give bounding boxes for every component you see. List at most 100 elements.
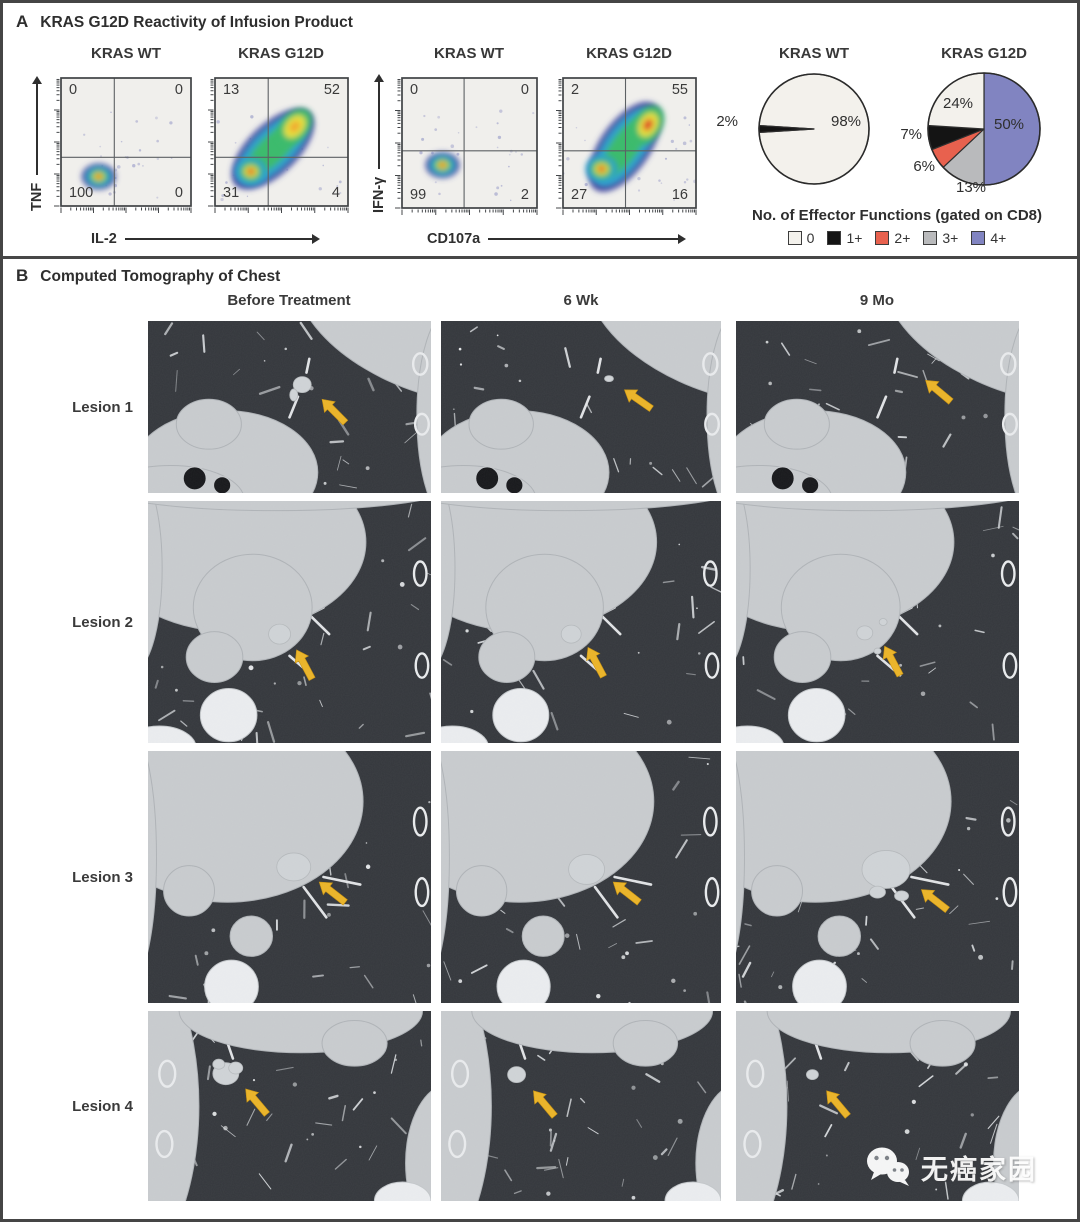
y-axis-label: TNF xyxy=(29,182,45,211)
pie-2-slice-label: 24% xyxy=(942,95,974,112)
panel-a-title: KRAS G12D Reactivity of Infusion Product xyxy=(40,14,353,31)
flow-plot-3 xyxy=(395,77,538,215)
quadrant-value: 55 xyxy=(671,82,688,98)
quadrant-value: 27 xyxy=(571,186,588,203)
legend-label: 0 xyxy=(806,230,815,246)
legend-label: 1+ xyxy=(846,230,863,246)
legend-swatch xyxy=(875,231,890,245)
y-axis-label: IFN-γ xyxy=(371,176,387,213)
row-label-lesion-2: Lesion 2 xyxy=(72,614,133,631)
column-header-9mo: 9 Mo xyxy=(859,292,895,309)
quadrant-value: 52 xyxy=(323,82,340,98)
axis-arrow xyxy=(488,234,686,244)
flow-plot-1 xyxy=(54,77,192,213)
pie-2-header: KRAS G12D xyxy=(941,45,1027,62)
pie-1-header: KRAS WT xyxy=(779,45,849,62)
axis-ticks xyxy=(54,78,192,213)
flow-plot-2-header: KRAS G12D xyxy=(238,45,324,62)
x-axis-il2: IL-2 xyxy=(91,231,321,247)
pie-2-slice-label: 50% xyxy=(993,116,1025,133)
ct-image-lesion1-6wk xyxy=(441,321,721,493)
row-label-lesion-3: Lesion 3 xyxy=(72,869,133,886)
ct-image-lesion1-9mo xyxy=(736,321,1019,493)
ct-image-lesion4-before xyxy=(148,1011,431,1201)
ct-image-lesion4-6wk xyxy=(441,1011,721,1201)
legend-swatch xyxy=(923,231,938,245)
pie-chart-kras-g12d xyxy=(927,72,1041,186)
quadrant-value: 0 xyxy=(520,82,529,98)
panel-b-title: Computed Tomography of Chest xyxy=(40,268,281,285)
legend-item-2+: 2+ xyxy=(875,230,910,246)
watermark-text: 无癌家园 xyxy=(921,1154,1037,1185)
quadrant-value: 100 xyxy=(69,184,94,201)
axis-arrow xyxy=(378,81,380,169)
legend-swatch xyxy=(827,231,842,245)
quadrant-value: 2 xyxy=(520,186,529,203)
ct-image-lesion2-before xyxy=(148,501,431,743)
quadrant-value: 31 xyxy=(223,184,240,201)
legend-label: 2+ xyxy=(894,230,911,246)
density-blob xyxy=(216,108,342,202)
x-axis-label: IL-2 xyxy=(91,231,117,247)
flow-plot-3-quadrants: 0 0 99 2 xyxy=(402,78,537,208)
panel-a-label: A xyxy=(16,12,29,31)
row-label-lesion-1: Lesion 1 xyxy=(72,399,133,416)
x-axis-label: CD107a xyxy=(427,231,481,247)
y-axis-ifng: IFN-γ xyxy=(371,81,387,213)
ct-image-lesion2-9mo xyxy=(736,501,1019,743)
quadrant-value: 0 xyxy=(174,184,183,201)
flow-plot-3-header: KRAS WT xyxy=(434,45,504,62)
row-label-lesion-4: Lesion 4 xyxy=(72,1098,133,1115)
flow-plot-4 xyxy=(556,77,697,215)
flow-plot-4-quadrants: 2 55 27 16 xyxy=(563,78,696,208)
pie-2-slice-label: 13% xyxy=(955,179,987,196)
quadrant-value: 4 xyxy=(331,184,340,201)
quadrant-value: 2 xyxy=(571,82,580,98)
flow-plot-2-quadrants: 13 52 31 4 xyxy=(215,78,348,206)
y-axis-tnf: TNF xyxy=(29,83,45,211)
density-blob xyxy=(563,101,696,201)
legend-item-3+: 3+ xyxy=(923,230,958,246)
legend-item-1+: 1+ xyxy=(827,230,862,246)
density-blob xyxy=(81,111,173,199)
ct-image-lesion3-6wk xyxy=(441,751,721,1003)
x-axis-cd107a: CD107a xyxy=(427,231,686,247)
panel-b-label: B xyxy=(16,266,29,285)
quadrant-value: 0 xyxy=(174,82,183,98)
ct-image-lesion1-before xyxy=(148,321,431,493)
pie-1-slice-label: 98% xyxy=(830,113,862,130)
pie-2-slice-label: 7% xyxy=(900,126,922,143)
legend-label: 4+ xyxy=(990,230,1007,246)
pie-1-slice-label: 2% xyxy=(716,113,738,130)
legend-item-4+: 4+ xyxy=(971,230,1006,246)
axis-ticks xyxy=(208,78,349,213)
axis-arrow xyxy=(36,83,38,175)
quadrant-value: 16 xyxy=(671,186,688,203)
wechat-icon xyxy=(867,1147,909,1186)
legend-item-0: 0 xyxy=(787,230,815,246)
quadrant-value: 0 xyxy=(410,82,419,98)
flow-plot-1-header: KRAS WT xyxy=(91,45,161,62)
legend-swatch xyxy=(971,231,986,245)
flow-plot-1-quadrants: 0 0 100 0 xyxy=(61,78,191,206)
panel-a-title-row: A KRAS G12D Reactivity of Infusion Produ… xyxy=(16,12,353,32)
axis-ticks xyxy=(556,78,697,215)
ct-image-lesion3-before xyxy=(148,751,431,1003)
flow-plot-2 xyxy=(208,77,349,213)
column-header-before-treatment: Before Treatment xyxy=(227,292,351,309)
quadrant-value: 99 xyxy=(410,186,427,203)
pie-2-slice-label: 6% xyxy=(913,158,935,175)
legend-swatch xyxy=(787,231,802,245)
panel-b-title-row: B Computed Tomography of Chest xyxy=(16,266,280,286)
watermark: 无癌家园 xyxy=(865,1145,1037,1189)
pie-chart-kras-wt xyxy=(758,73,870,185)
density-blob xyxy=(419,109,535,202)
ct-image-lesion2-6wk xyxy=(441,501,721,743)
panel-divider xyxy=(3,256,1077,259)
legend-title: No. of Effector Functions (gated on CD8) xyxy=(752,207,1042,224)
quadrant-value: 13 xyxy=(223,82,240,98)
flow-plot-4-header: KRAS G12D xyxy=(586,45,672,62)
quadrant-value: 0 xyxy=(69,82,78,98)
axis-ticks xyxy=(395,78,538,215)
